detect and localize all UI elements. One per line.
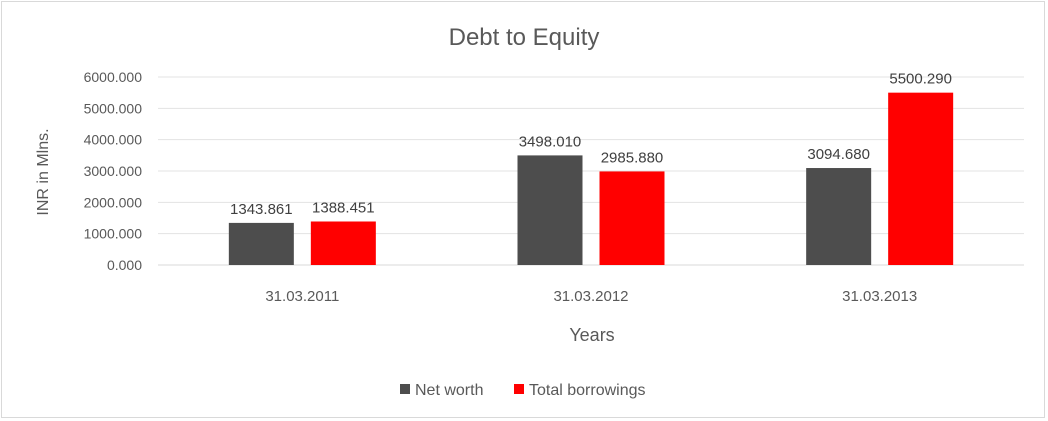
bar xyxy=(517,155,583,265)
bar xyxy=(310,221,376,265)
x-tick-label: 31.03.2011 xyxy=(265,288,339,305)
x-axis-label: Years xyxy=(569,325,614,345)
data-label: 5500.290 xyxy=(889,71,952,88)
gridlines xyxy=(158,76,1024,266)
y-tick-label: 4000.000 xyxy=(84,132,143,148)
legend-swatch-net-worth xyxy=(400,384,410,394)
legend-label-net-worth: Net worth xyxy=(415,382,483,399)
data-labels: 0.000 1000.000 2000.000 3000.000 4000.000 500… xyxy=(84,69,952,305)
y-axis-label: INR in Mlns. xyxy=(35,128,52,215)
y-tick-label: 3000.000 xyxy=(84,163,143,179)
y-tick-label: 2000.000 xyxy=(84,194,143,210)
x-tick-label: 31.03.2012 xyxy=(553,288,628,305)
data-label: 1343.861 xyxy=(230,201,293,218)
bar xyxy=(228,222,294,265)
bar xyxy=(599,171,665,265)
legend-label-total-borrowings: Total borrowings xyxy=(529,382,646,399)
legend: Net worth Total borrowings xyxy=(400,382,646,399)
bar xyxy=(806,168,872,265)
x-tick-label: 31.03.2013 xyxy=(842,288,917,305)
data-label: 3498.010 xyxy=(519,133,582,150)
bars xyxy=(228,92,954,265)
y-tick-label: 0.000 xyxy=(107,257,142,273)
data-label: 2985.880 xyxy=(601,149,664,166)
legend-swatch-total-borrowings xyxy=(514,384,524,394)
data-label: 3094.680 xyxy=(807,146,870,163)
y-tick-label: 1000.000 xyxy=(84,226,143,242)
bar xyxy=(888,92,954,265)
y-tick-label: 6000.000 xyxy=(84,69,143,85)
chart-title: Debt to Equity xyxy=(449,24,600,51)
data-label: 1388.451 xyxy=(312,199,375,216)
y-tick-label: 5000.000 xyxy=(84,100,143,116)
